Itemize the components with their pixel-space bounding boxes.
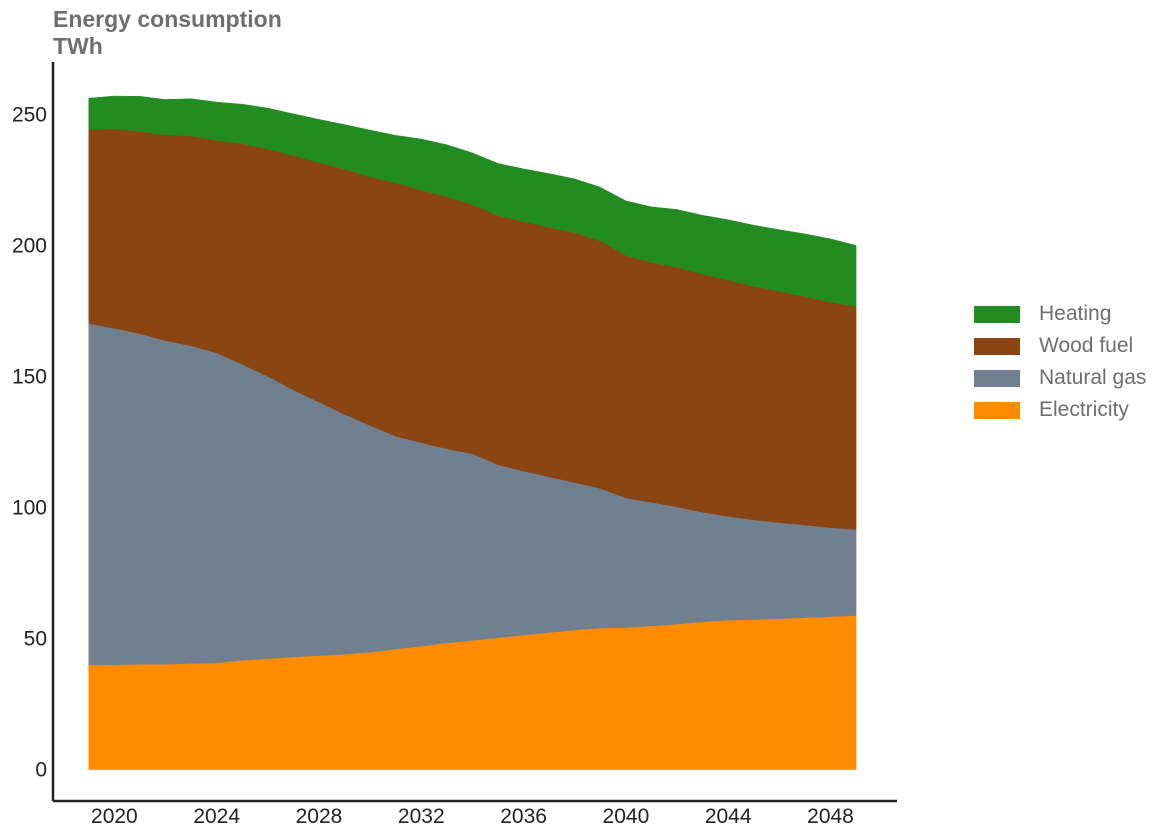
- chart-title-text: Energy consumption: [53, 6, 282, 32]
- y-tick-label: 50: [24, 628, 47, 651]
- y-tick-label: 100: [12, 496, 47, 519]
- chart-title: Energy consumption TWh: [53, 6, 282, 60]
- legend-swatch: [974, 305, 1020, 323]
- x-tick-label: 2028: [296, 805, 343, 828]
- area-layer: [88, 95, 857, 770]
- y-tick-label: 0: [35, 759, 47, 782]
- x-tick-label: 2040: [603, 805, 650, 828]
- y-tick-label: 150: [12, 365, 47, 388]
- x-tick-label: 2036: [500, 805, 547, 828]
- legend-item-heating: Heating: [974, 298, 1146, 330]
- legend-swatch: [974, 401, 1020, 419]
- x-tick-label: 2048: [807, 805, 854, 828]
- legend-swatch: [974, 369, 1020, 387]
- chart-subtitle-unit: TWh: [53, 33, 103, 59]
- x-tick-label: 2024: [193, 805, 240, 828]
- y-tick-labels: 0 50 100 150 200 250: [12, 103, 47, 781]
- legend-label: Electricity: [1039, 398, 1129, 421]
- axes-layer: [51, 62, 897, 803]
- area-heating: [88, 95, 857, 307]
- legend-item-natural-gas: Natural gas: [974, 362, 1146, 394]
- x-tick-labels: 2020 2024 2028 2032 2036 2040 2044 2048: [91, 805, 854, 828]
- x-tick-label: 2032: [398, 805, 445, 828]
- x-tick-label: 2020: [91, 805, 138, 828]
- legend-label: Heating: [1039, 302, 1112, 325]
- legend-item-wood-fuel: Wood fuel: [974, 330, 1146, 362]
- y-tick-label: 200: [12, 234, 47, 257]
- x-tick-label: 2044: [705, 805, 752, 828]
- legend-label: Wood fuel: [1039, 334, 1134, 357]
- y-tick-label: 250: [12, 103, 47, 126]
- legend-label: Natural gas: [1039, 366, 1147, 389]
- legend: Heating Wood fuel Natural gas Electricity: [974, 298, 1146, 426]
- legend-swatch: [974, 337, 1020, 355]
- legend-item-electricity: Electricity: [974, 394, 1146, 426]
